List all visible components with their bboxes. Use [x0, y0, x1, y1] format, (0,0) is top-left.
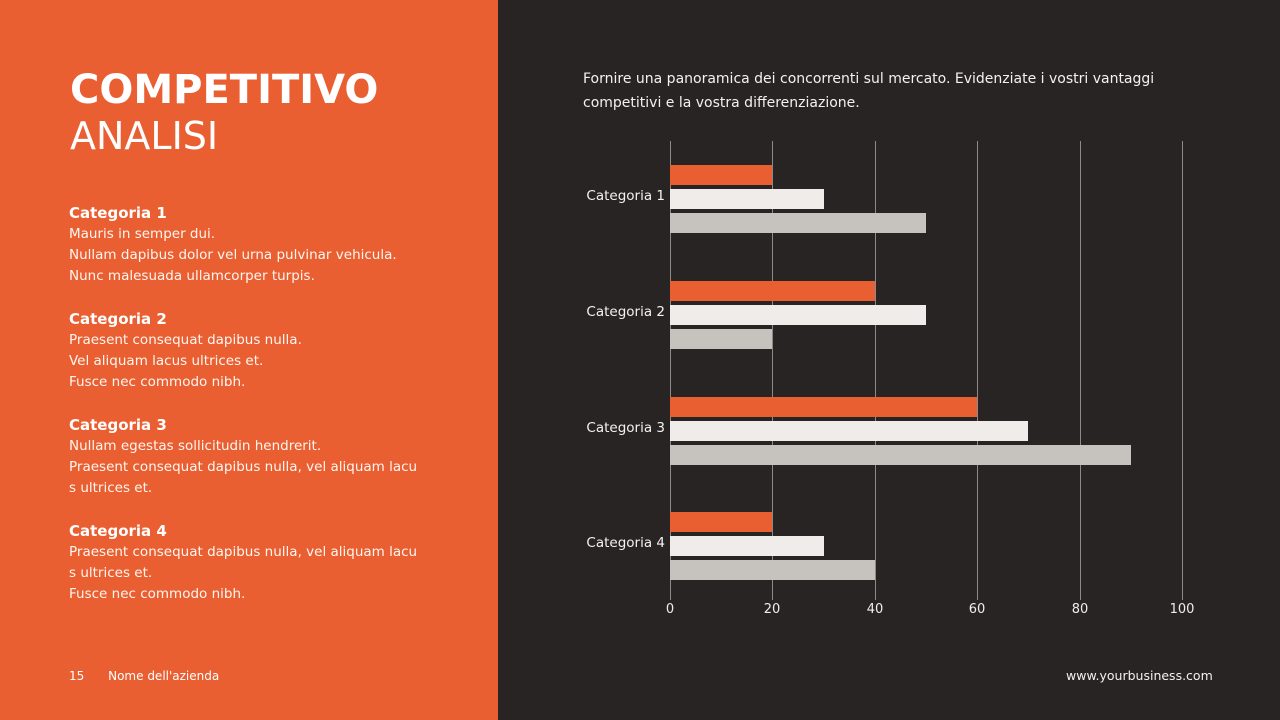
- category-text: Nunc malesuada ullamcorper turpis.: [69, 268, 315, 284]
- category-text: Praesent consequat dapibus nulla, vel al…: [69, 459, 418, 475]
- category-text: Nullam dapibus dolor vel urna pulvinar v…: [69, 247, 397, 263]
- gridline: [1080, 141, 1081, 600]
- category-list: Categoria 1 Mauris in semper dui. Nullam…: [69, 202, 469, 626]
- category-text: Mauris in semper dui.: [69, 226, 216, 242]
- gridline: [670, 141, 671, 600]
- footer-left: 15 Nome dell'azienda: [69, 669, 239, 683]
- left-panel: COMPETITIVO ANALISI Categoria 1 Mauris i…: [0, 0, 498, 720]
- category-block-2: Categoria 2 Praesent consequat dapibus n…: [69, 308, 469, 393]
- category-heading: Categoria 2: [69, 310, 167, 328]
- bar-3: [670, 445, 1131, 465]
- category-block-4: Categoria 4 Praesent consequat dapibus n…: [69, 520, 469, 605]
- bar-2: [670, 536, 824, 556]
- bar-2: [670, 189, 824, 209]
- category-heading: Categoria 3: [69, 416, 167, 434]
- category-text: Praesent consequat dapibus nulla.: [69, 332, 302, 348]
- category-text: Vel aliquam lacus ultrices et.: [69, 353, 264, 369]
- gridline: [1182, 141, 1183, 600]
- x-axis-tick: 0: [665, 602, 675, 617]
- website-url: www.yourbusiness.com: [1066, 668, 1213, 683]
- gridline: [977, 141, 978, 600]
- description-text: Fornire una panoramica dei concorrenti s…: [583, 71, 1155, 111]
- bar-1: [670, 165, 772, 185]
- y-axis-label: Categoria 1: [586, 188, 665, 204]
- y-axis-label: Categoria 3: [586, 420, 665, 436]
- bar-3: [670, 560, 875, 580]
- y-axis-label: Categoria 4: [586, 535, 665, 551]
- gridline: [772, 141, 773, 600]
- bar-3: [670, 213, 926, 233]
- x-axis-tick: 20: [763, 602, 781, 617]
- category-text: s ultrices et.: [69, 480, 153, 496]
- bar-1: [670, 512, 772, 532]
- gridline: [875, 141, 876, 600]
- company-name: Nome dell'azienda: [108, 669, 220, 683]
- bar-2: [670, 421, 1028, 441]
- category-text: Nullam egestas sollicitudin hendrerit.: [69, 438, 322, 454]
- category-block-3: Categoria 3 Nullam egestas sollicitudin …: [69, 414, 469, 499]
- category-text: Fusce nec commodo nibh.: [69, 374, 246, 390]
- bar-1: [670, 397, 977, 417]
- x-axis-tick: 40: [866, 602, 884, 617]
- bar-2: [670, 305, 926, 325]
- y-axis-label: Categoria 2: [586, 304, 665, 320]
- category-text: Praesent consequat dapibus nulla, vel al…: [69, 544, 418, 560]
- x-axis-tick: 80: [1071, 602, 1089, 617]
- page-number: 15: [69, 669, 85, 683]
- category-text: Fusce nec commodo nibh.: [69, 586, 246, 602]
- category-heading: Categoria 4: [69, 522, 167, 540]
- category-block-1: Categoria 1 Mauris in semper dui. Nullam…: [69, 202, 469, 287]
- x-axis-tick: 60: [968, 602, 986, 617]
- bar-1: [670, 281, 875, 301]
- title-bold: COMPETITIVO: [70, 67, 379, 113]
- category-text: s ultrices et.: [69, 565, 153, 581]
- bar-3: [670, 329, 772, 349]
- category-heading: Categoria 1: [69, 204, 167, 222]
- x-axis-tick: 100: [1169, 602, 1195, 617]
- title-light: ANALISI: [70, 114, 219, 158]
